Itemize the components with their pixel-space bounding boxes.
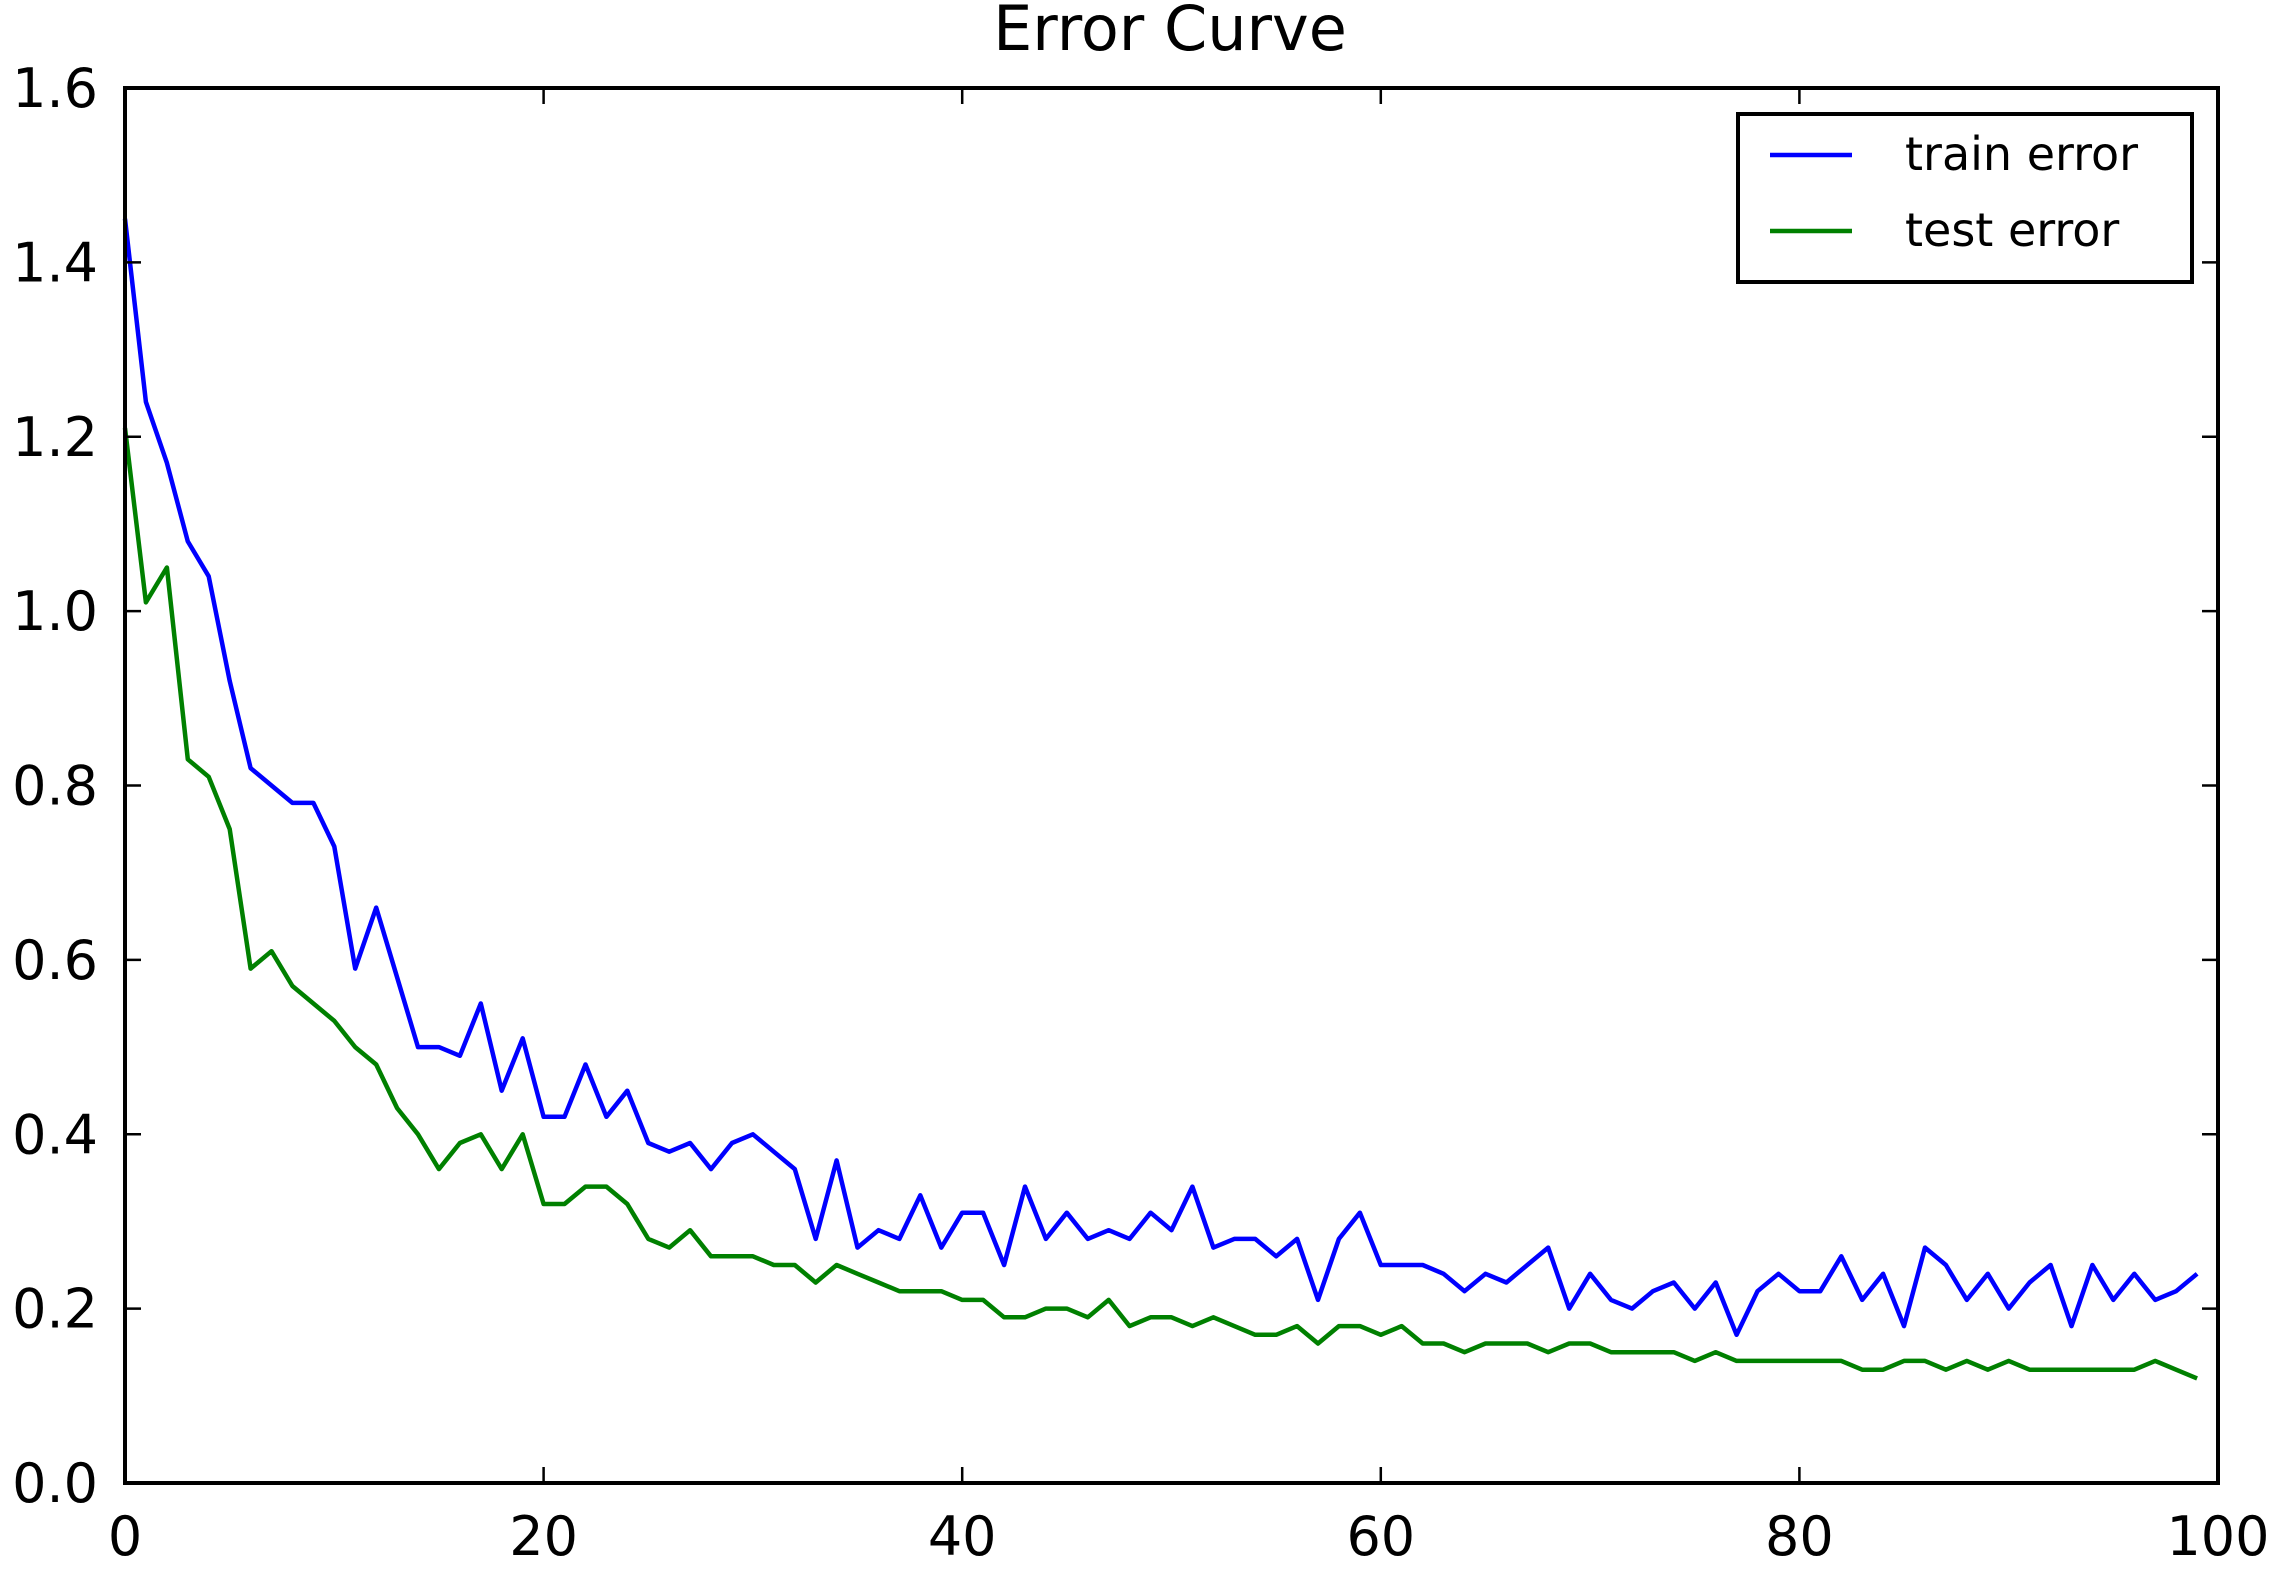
x-tick-label: 60 xyxy=(1346,1505,1415,1568)
x-tick-label: 0 xyxy=(108,1505,142,1568)
series-line-test-error xyxy=(122,427,2198,1381)
y-tick-label: 1.6 xyxy=(12,57,98,120)
y-tick-label: 0.6 xyxy=(12,929,98,992)
x-tick-label: 100 xyxy=(2166,1505,2269,1568)
legend-label: test error xyxy=(1905,203,2119,257)
x-tick-label: 80 xyxy=(1765,1505,1834,1568)
chart-title: Error Curve xyxy=(993,0,1347,65)
y-tick-label: 0.8 xyxy=(12,755,98,818)
y-tick-label: 0.2 xyxy=(12,1278,98,1341)
y-tick-label: 1.0 xyxy=(12,580,98,643)
legend: train error test error xyxy=(1736,112,2194,284)
y-tick-label: 0.0 xyxy=(12,1452,98,1515)
legend-box xyxy=(1736,112,2194,284)
legend-label: train error xyxy=(1905,127,2138,181)
y-tick-label: 1.4 xyxy=(12,231,98,294)
plot-frame xyxy=(123,86,2220,1485)
series-line-train-error xyxy=(122,218,2199,1338)
x-tick-label: 40 xyxy=(928,1505,997,1568)
y-tick-label: 0.4 xyxy=(12,1103,98,1166)
x-tick-label: 20 xyxy=(509,1505,578,1568)
y-tick-label: 1.2 xyxy=(12,406,98,469)
